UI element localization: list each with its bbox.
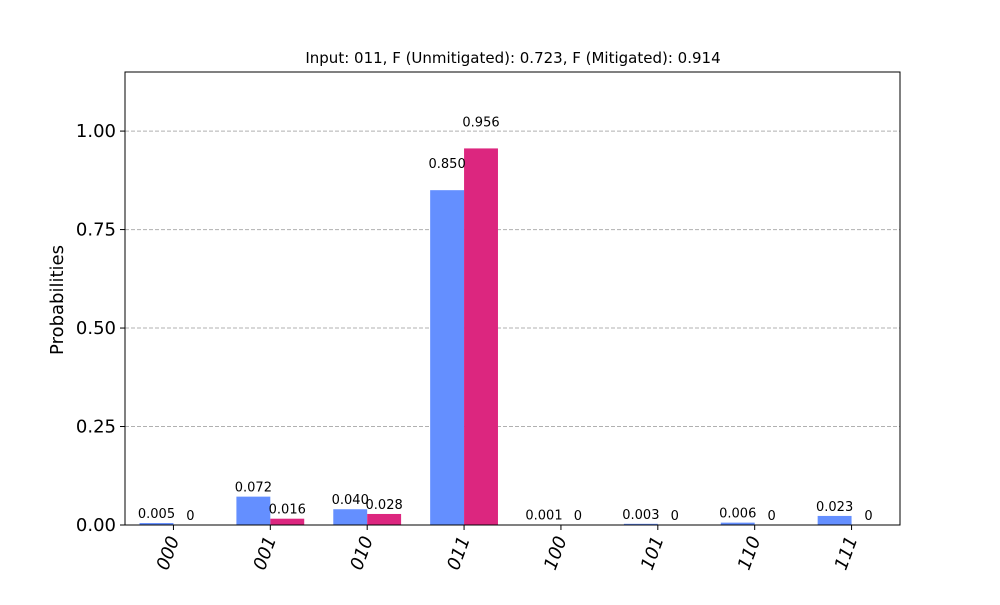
data-label: 0.006 [719, 507, 756, 522]
y-axis-label: Probabilities [47, 245, 68, 355]
chart-title: Input: 011, F (Unmitigated): 0.723, F (M… [305, 49, 720, 67]
bar [464, 148, 498, 525]
bar [333, 509, 367, 525]
bar [367, 514, 401, 525]
data-label: 0.001 [525, 509, 562, 524]
data-label: 0 [671, 509, 679, 524]
data-label: 0 [768, 509, 776, 524]
y-tick-label: 0.50 [76, 318, 116, 339]
y-tick-label: 1.00 [76, 121, 116, 142]
bar [236, 497, 270, 525]
data-label: 0.072 [235, 481, 272, 496]
bar [270, 519, 304, 525]
data-label: 0.005 [138, 507, 175, 522]
y-tick-label: 0.25 [76, 417, 116, 438]
y-tick-label: 0.00 [76, 515, 116, 536]
bar [430, 190, 464, 525]
data-label: 0.850 [429, 157, 466, 172]
data-label: 0 [864, 509, 872, 524]
data-label: 0.016 [269, 503, 306, 518]
data-label: 0.003 [622, 508, 659, 523]
data-label: 0.023 [816, 500, 853, 515]
data-label: 0 [186, 509, 194, 524]
data-label: 0.040 [332, 493, 369, 508]
bar [818, 516, 852, 525]
data-label: 0.028 [366, 498, 403, 513]
y-tick-label: 0.75 [76, 220, 116, 241]
data-label: 0.956 [462, 115, 499, 130]
data-label: 0 [574, 509, 582, 524]
